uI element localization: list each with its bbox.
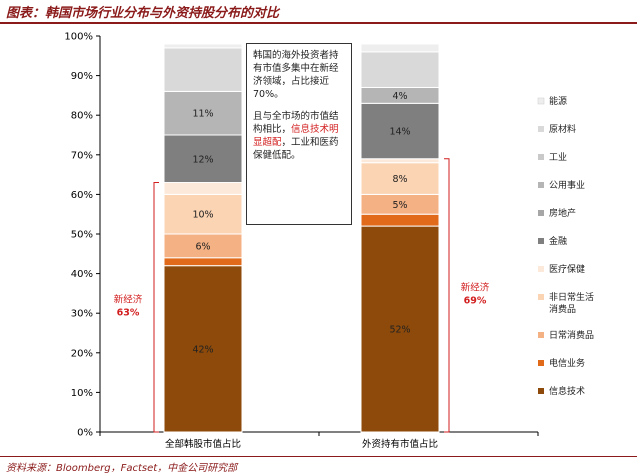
title-rule — [0, 22, 637, 24]
note-highlight: 信息技术明显超配 — [253, 124, 339, 148]
y-tick-label: 60% — [71, 190, 93, 201]
y-tick-label: 50% — [71, 230, 93, 241]
legend-swatch — [537, 97, 545, 105]
data-label: 52% — [389, 325, 410, 336]
note-paragraph-2: 且与全市场的市值结构相比，信息技术明显超配，工业和医药保健低配。 — [253, 110, 345, 162]
legend-swatch — [538, 182, 544, 188]
y-tick-label: 40% — [71, 269, 93, 280]
annotation-textbox: 韩国的海外投资者持有市值多集中在新经济领域，占比接近70%。 且与全市场的市值结… — [246, 43, 352, 225]
bar-segment — [360, 162, 440, 195]
axes: 0% 10% 20% 30% 40% 50% 60% 70% 80% 90% 100% 全部韩股市值占… — [64, 32, 539, 450]
legend-label: 信息技术 — [549, 385, 585, 397]
y-tick-label: 30% — [71, 309, 93, 320]
bar-segment — [360, 102, 440, 160]
legend-swatch — [538, 294, 544, 300]
bar-segment — [360, 43, 440, 53]
legend-swatch — [538, 238, 544, 244]
bar-segment — [163, 43, 243, 49]
source-note: 资料来源：Bloomberg，Factset，中金公司研究部 — [6, 463, 238, 474]
brackets: 新经济 63% 新经济 69% — [114, 158, 490, 433]
note-text-a: 且与全市场的市值结构相比， — [253, 111, 339, 135]
bar-segment — [163, 193, 243, 235]
source-rule — [0, 456, 637, 457]
bars: 42% 6% 10% 12% 11% 52% 5% 8% 14% 4% — [163, 43, 440, 433]
bar-segment — [163, 182, 243, 195]
data-label: 4% — [392, 91, 407, 102]
legend-swatch — [538, 332, 544, 338]
bar-segment — [360, 51, 440, 88]
bar-segment — [163, 90, 243, 136]
legend-label: 公用事业 — [549, 179, 585, 191]
data-label: 42% — [192, 344, 213, 355]
bracket-value: 69% — [464, 295, 487, 306]
legend-label: 日常消费品 — [549, 329, 594, 341]
data-label: 14% — [389, 127, 410, 138]
y-tick-label: 100% — [64, 32, 93, 43]
x-tick-label: 外资持有市值占比 — [362, 438, 438, 450]
data-label: 8% — [392, 174, 407, 185]
bracket-label: 新经济 — [114, 293, 143, 305]
data-label: 10% — [192, 210, 213, 221]
bracket-value: 63% — [117, 307, 140, 318]
legend-label: 能源 — [549, 95, 567, 107]
legend-swatch — [538, 266, 544, 272]
legend-swatch — [538, 388, 544, 394]
data-label: 12% — [192, 154, 213, 165]
bar-segment — [360, 213, 440, 227]
bar-segment — [360, 158, 440, 164]
legend-label: 工业 — [549, 152, 567, 163]
note-paragraph-1: 韩国的海外投资者持有市值多集中在新经济领域，占比接近70%。 — [253, 50, 339, 100]
bracket-label: 新经济 — [461, 281, 490, 293]
y-tick-label: 70% — [71, 150, 93, 161]
legend-swatch — [538, 360, 544, 366]
note-text-b: ，工业和医药保健低配。 — [253, 137, 339, 161]
y-tick-label: 0% — [77, 428, 93, 439]
y-tick-label: 10% — [71, 388, 93, 399]
y-tick-label: 20% — [71, 348, 93, 359]
legend-label: 非日常生活 — [549, 291, 594, 303]
legend-label: 金融 — [549, 235, 567, 247]
x-tick-label: 全部韩股市值占比 — [165, 438, 241, 450]
new-economy-bracket — [153, 182, 159, 433]
legend-label: 消费品 — [549, 303, 576, 315]
data-label: 6% — [195, 241, 210, 252]
legend-swatch — [538, 154, 544, 160]
legend-swatch — [538, 126, 544, 132]
chart-title: 图表：韩国市场行业分布与外资持股分布的对比 — [6, 6, 280, 21]
legend: 能源原材料工业公用事业房地产金融医疗保健非日常生活消费品日常消费品电信业务信息技… — [537, 95, 594, 397]
bar-segment — [163, 47, 243, 92]
legend-swatch — [538, 210, 544, 216]
legend-label: 原材料 — [549, 123, 576, 135]
legend-label: 医疗保健 — [549, 263, 585, 275]
new-economy-bracket — [444, 158, 450, 433]
bar-segment — [163, 257, 243, 267]
legend-label: 房地产 — [549, 207, 576, 219]
y-tick-label: 90% — [71, 71, 93, 82]
y-tick-label: 80% — [71, 111, 93, 122]
data-label: 11% — [192, 109, 213, 120]
data-label: 5% — [392, 200, 407, 211]
legend-label: 电信业务 — [549, 357, 585, 369]
